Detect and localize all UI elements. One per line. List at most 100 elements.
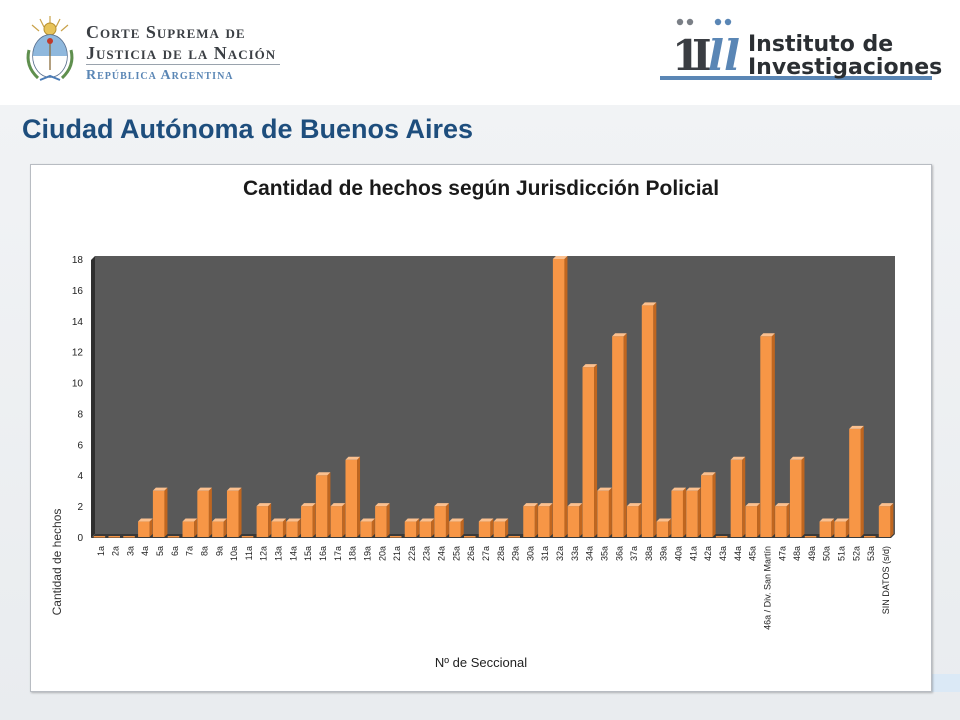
institute-name-line1: Instituto de: [748, 32, 894, 57]
x-tick-label: 15a: [303, 546, 313, 561]
x-tick-label: 7a: [185, 546, 195, 556]
bar: [656, 521, 669, 537]
bar-top: [523, 503, 538, 507]
x-tick-label: 10a: [229, 546, 239, 561]
institute-name-line2: Investigaciones: [748, 55, 943, 80]
bar: [804, 536, 817, 538]
x-tick-label: 53a: [866, 546, 876, 561]
x-tick-label: 43a: [718, 546, 728, 561]
bar-side: [357, 456, 361, 537]
bar: [849, 428, 861, 537]
bar-side: [460, 518, 464, 537]
x-tick-label: 16a: [318, 546, 328, 561]
institute-logo-icon: 1 I ll: [660, 18, 932, 80]
x-tick-label: 26a: [466, 546, 476, 561]
bar: [271, 521, 283, 537]
bar-top: [626, 503, 642, 507]
svg-text:I: I: [692, 31, 712, 80]
x-tick-label: 46a / Div. San Martín: [762, 546, 772, 630]
bar: [404, 521, 417, 537]
y-tick-label: 16: [72, 286, 84, 297]
bar-top: [538, 503, 553, 507]
bar: [626, 506, 639, 537]
bar-side: [831, 518, 835, 537]
bar-top: [730, 456, 746, 460]
x-tick-label: 40a: [674, 546, 684, 561]
y-tick-label: 18: [72, 255, 84, 266]
x-tick-label: 19a: [362, 546, 372, 561]
x-tick-label: 30a: [525, 546, 535, 561]
bar-top: [745, 503, 761, 507]
x-tick-label: 42a: [703, 546, 713, 561]
bar-side: [164, 487, 168, 537]
bar-side: [386, 503, 390, 537]
x-tick-label: 29a: [511, 546, 521, 561]
bar-top: [582, 364, 598, 368]
bar-top: [493, 518, 509, 522]
bar-side: [668, 518, 672, 537]
bar-top: [478, 518, 494, 522]
bar: [182, 521, 195, 537]
bar-top: [375, 503, 390, 507]
svg-text:1: 1: [672, 31, 701, 80]
bar-side: [771, 333, 775, 537]
bar-side: [845, 518, 849, 537]
bar: [449, 521, 461, 537]
bar: [597, 490, 609, 537]
bar: [419, 521, 432, 537]
bar-side: [564, 256, 568, 537]
bar-side: [890, 503, 894, 537]
bar: [760, 336, 772, 537]
x-tick-label: 18a: [348, 546, 358, 561]
bar: [641, 305, 654, 537]
bar-side: [697, 487, 701, 537]
bar: [686, 490, 698, 537]
bar: [375, 506, 387, 537]
bar-top: [404, 518, 420, 522]
x-tick-label: 32a: [555, 546, 565, 561]
bar: [138, 521, 150, 537]
bar: [315, 475, 328, 537]
x-tick-label: 14a: [288, 546, 298, 561]
x-tick-label: 17a: [333, 546, 343, 561]
bar-side: [860, 425, 864, 537]
argentina-seal-icon: [26, 16, 74, 81]
x-tick-label: 20a: [377, 546, 387, 561]
x-tick-label: 50a: [822, 546, 832, 561]
bar-side: [712, 472, 716, 537]
y-axis-label: Cantidad de hechos: [50, 508, 64, 616]
bar: [360, 521, 372, 537]
x-tick-label: 35a: [599, 546, 609, 561]
bar-side: [445, 503, 449, 537]
bar: [671, 490, 683, 537]
bar: [93, 536, 106, 538]
x-tick-label: 4a: [140, 546, 150, 556]
bar-side: [801, 456, 805, 537]
bar-top: [775, 503, 790, 507]
bar: [197, 490, 209, 537]
bar: [241, 536, 254, 538]
bar: [256, 506, 269, 537]
y-tick-label: 10: [72, 379, 84, 390]
x-tick-label: 39a: [659, 546, 669, 561]
bar-top: [849, 425, 864, 429]
svg-text:ll: ll: [708, 31, 740, 80]
chart-title: Cantidad de hechos según Jurisdicción Po…: [242, 177, 720, 200]
bar: [508, 536, 520, 538]
bar: [464, 536, 476, 538]
bar-side: [208, 487, 212, 537]
x-tick-label: 27a: [481, 546, 491, 561]
bar-top: [345, 456, 361, 460]
bar-top: [819, 518, 835, 522]
x-tick-label: 8a: [199, 546, 209, 556]
bar: [226, 490, 239, 537]
bar: [167, 536, 180, 538]
bar: [789, 459, 802, 537]
bar: [212, 521, 224, 537]
bar-side: [194, 518, 198, 537]
x-tick-label: 38a: [644, 546, 654, 561]
x-tick-label: 45a: [748, 546, 758, 561]
plot-floor: [91, 534, 895, 538]
x-tick-label: 21a: [392, 546, 402, 561]
x-tick-label: 2a: [111, 546, 121, 556]
